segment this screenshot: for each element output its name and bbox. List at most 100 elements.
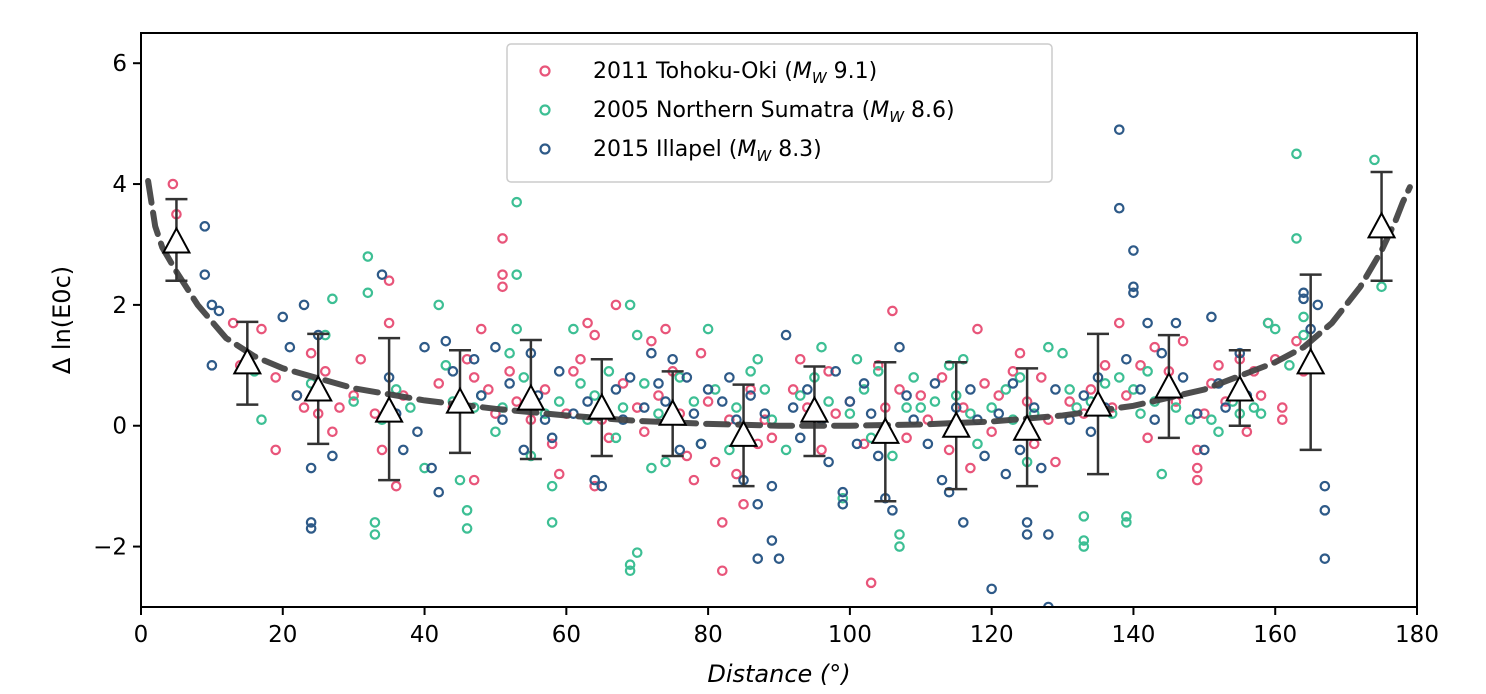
- scatter-point-s0: [334, 402, 345, 413]
- scatter-point-s1: [575, 378, 586, 389]
- x-tick-label: 140: [1111, 622, 1155, 648]
- scatter-point-s1: [674, 372, 686, 383]
- scatter-point-s1: [631, 329, 643, 341]
- scatter-point-s0: [1028, 438, 1040, 450]
- scatter-point-s0: [716, 565, 728, 577]
- scatter-point-s1: [1113, 372, 1125, 383]
- scatter-point-s2: [199, 221, 211, 232]
- scatter-point-s2: [433, 486, 445, 498]
- scatter-point-s0: [575, 353, 586, 365]
- scatter-point-s0: [979, 378, 990, 389]
- scatter-point-s1: [752, 353, 764, 365]
- scatter-point-s1: [603, 366, 615, 377]
- scatter-point-s1: [511, 323, 523, 335]
- scatter-point-s1: [894, 541, 905, 552]
- scatter-point-s2: [745, 390, 756, 401]
- mean-triangle-marker: [941, 410, 971, 438]
- scatter-point-s0: [461, 353, 473, 365]
- scatter-point-s0: [1099, 360, 1111, 371]
- scatter-point-s2: [780, 329, 792, 341]
- errorbar-layer: [161, 170, 1397, 503]
- legend-box: [506, 43, 1053, 183]
- scatter-point-s0: [759, 414, 771, 425]
- scatter-point-s0: [702, 396, 714, 407]
- scatter-point-s0: [390, 480, 402, 492]
- scatter-point-s2: [901, 390, 912, 401]
- scatter-point-s1: [1135, 408, 1146, 419]
- scatter-point-s2: [412, 426, 423, 438]
- scatter-point-s2: [327, 450, 338, 462]
- fit-curve: [145, 178, 1413, 429]
- scatter-point-s1: [1255, 408, 1267, 419]
- mean-triangle-marker: [1012, 413, 1042, 441]
- scatter-point-s1: [1000, 384, 1012, 395]
- scatter-point-s0: [787, 384, 799, 395]
- scatter-point-s0: [511, 396, 523, 407]
- scatter-point-s2: [773, 553, 785, 564]
- scatter-point-s2: [305, 517, 317, 528]
- scatter-point-s0: [270, 372, 281, 383]
- scatter-point-s1: [837, 492, 849, 504]
- scatter-point-s2: [305, 523, 317, 534]
- scatter-point-s0: [589, 480, 600, 492]
- mean-triangle-marker: [799, 395, 830, 423]
- scatter-point-s2: [468, 353, 480, 365]
- scatter-point-s1: [589, 390, 600, 401]
- scatter-point-s2: [1035, 462, 1047, 474]
- scatter-point-s0: [348, 390, 359, 401]
- scatter-point-s0: [1064, 396, 1075, 407]
- scatter-point-s2: [851, 438, 863, 450]
- scatter-point-s1: [490, 426, 501, 438]
- scatter-point-s2: [419, 341, 430, 353]
- scatter-point-s1: [1121, 511, 1132, 522]
- scatter-point-s2: [929, 378, 941, 389]
- scatter-point-s0: [305, 347, 317, 359]
- scatter-point-s1: [794, 390, 806, 401]
- scatter-point-s1: [327, 293, 338, 305]
- scatter-point-s2: [837, 498, 849, 510]
- scatter-point-s2: [993, 408, 1005, 419]
- scatter-point-s1: [1248, 402, 1260, 413]
- scatter-point-s2: [759, 408, 771, 419]
- scatter-point-s2: [1135, 384, 1146, 395]
- y-tick-label: 4: [112, 172, 127, 198]
- scatter-point-s2: [1206, 311, 1217, 323]
- scatter-point-s0: [709, 456, 721, 468]
- scatter-point-s1: [553, 396, 565, 407]
- scatter-point-s1: [1298, 329, 1309, 341]
- scatter-point-s0: [270, 444, 281, 456]
- scatter-point-s2: [1113, 124, 1125, 135]
- scatter-point-s0: [497, 269, 508, 280]
- scatter-point-s2: [965, 384, 976, 395]
- scatter-point-s0: [227, 317, 239, 329]
- mean-triangle-marker: [728, 419, 759, 447]
- scatter-point-s2: [497, 414, 508, 425]
- scatter-point-s2: [695, 438, 707, 450]
- scatter-layer: [167, 124, 1387, 607]
- scatter-point-s1: [461, 505, 473, 516]
- scatter-point-s2: [624, 372, 636, 383]
- scatter-point-s2: [766, 535, 778, 546]
- scatter-point-s1: [731, 402, 742, 413]
- scatter-point-s2: [1121, 353, 1132, 365]
- mean-triangle-marker: [657, 398, 688, 426]
- scatter-point-s0: [695, 347, 707, 359]
- scatter-point-s1: [1284, 360, 1295, 371]
- x-tick-label: 80: [693, 622, 722, 648]
- scatter-point-s1: [780, 444, 792, 456]
- scatter-point-s0: [894, 384, 905, 395]
- scatter-point-s1: [858, 384, 870, 395]
- scatter-point-s2: [794, 432, 806, 444]
- scatter-point-s2: [518, 444, 530, 456]
- scatter-point-s2: [865, 408, 877, 419]
- mean-triangle-marker: [1366, 211, 1397, 239]
- scatter-point-s1: [660, 456, 671, 468]
- scatter-point-s2: [1028, 402, 1040, 413]
- scatter-point-s0: [830, 408, 842, 419]
- scatter-point-s2: [802, 384, 813, 395]
- scatter-point-s1: [1057, 347, 1068, 359]
- scatter-point-s2: [1298, 287, 1309, 299]
- scatter-point-s2: [830, 366, 842, 377]
- mean-triangle-marker: [1154, 371, 1184, 399]
